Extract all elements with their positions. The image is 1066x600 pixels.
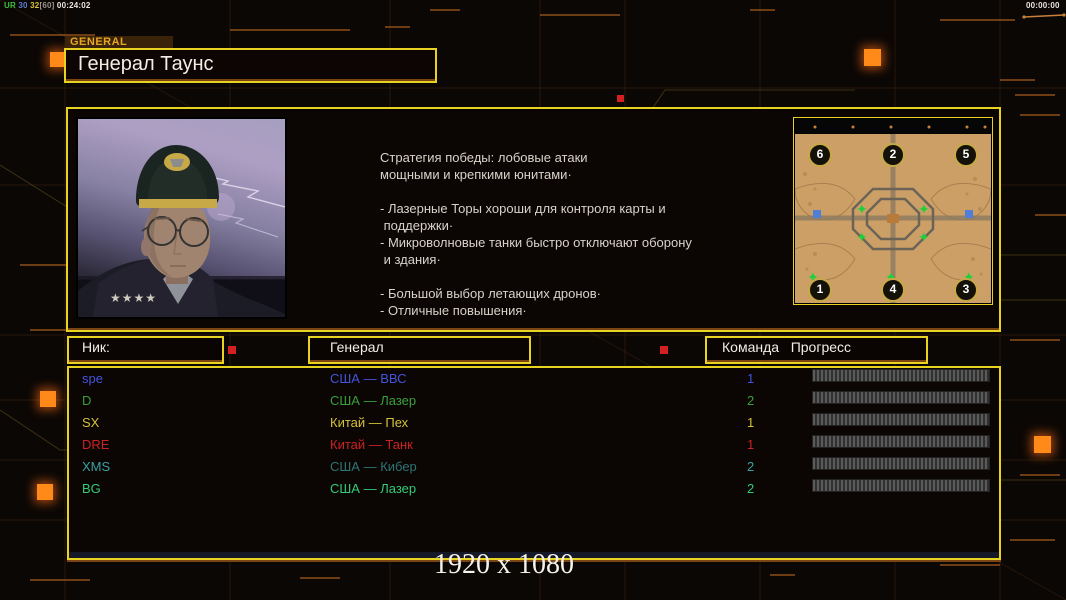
svg-text:★★★★: ★★★★ [110,291,157,305]
